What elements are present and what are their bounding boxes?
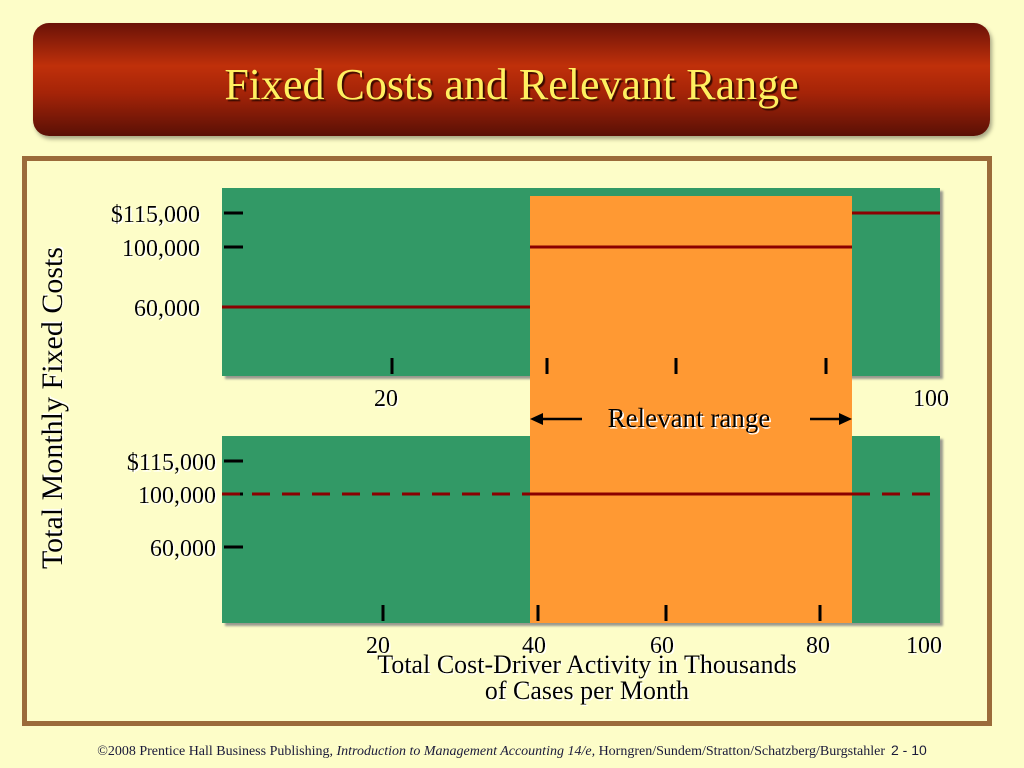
relevant-range-label: Relevant range — [608, 403, 771, 433]
page-number: 2 - 10 — [891, 742, 927, 758]
x-tick-label-2-1: 40 — [522, 633, 546, 659]
y-tick-label-2-2: 60,000 — [150, 536, 216, 562]
relevant-range-band-2 — [530, 436, 852, 623]
x-axis-label-line2: of Cases per Month — [485, 676, 689, 705]
relevant-range-band-1 — [530, 196, 852, 376]
footer-book-title: Introduction to Management Accounting 14… — [336, 744, 596, 759]
x-tick-label-1-4: 100 — [913, 386, 949, 412]
footer-copyright: ©2008 Prentice Hall Business Publishing, — [97, 744, 337, 759]
range-arrow-left-head — [530, 413, 543, 425]
x-axis-label-line1: Total Cost-Driver Activity in Thousands — [377, 650, 796, 679]
y-tick-label-2-0: $115,000 — [127, 450, 216, 476]
chart-frame — [22, 156, 992, 726]
footer: ©2008 Prentice Hall Business Publishing,… — [0, 742, 1024, 760]
footer-authors: Horngren/Sundem/Stratton/Schatzberg/Burg… — [595, 744, 885, 759]
x-tick-label-2-0: 20 — [366, 633, 390, 659]
y-tick-label-1-0: $115,000 — [111, 202, 200, 228]
x-tick-label-2-2: 60 — [650, 633, 674, 659]
x-tick-label-1-0: 20 — [374, 386, 398, 412]
slide-title: Fixed Costs and Relevant Range — [224, 60, 799, 109]
range-arrow-right-head — [839, 413, 852, 425]
y-tick-label-1-2: 60,000 — [134, 296, 200, 322]
relevant-range-connector — [530, 376, 852, 436]
title-bar: Fixed Costs and Relevant Range — [33, 23, 990, 136]
y-tick-label-1-1: 100,000 — [122, 236, 200, 262]
y-axis-label: Total Monthly Fixed Costs — [36, 247, 69, 569]
y-tick-label-2-1: 100,000 — [138, 483, 216, 509]
x-tick-label-2-3: 80 — [806, 633, 830, 659]
x-tick-label-2-4: 100 — [906, 633, 942, 659]
